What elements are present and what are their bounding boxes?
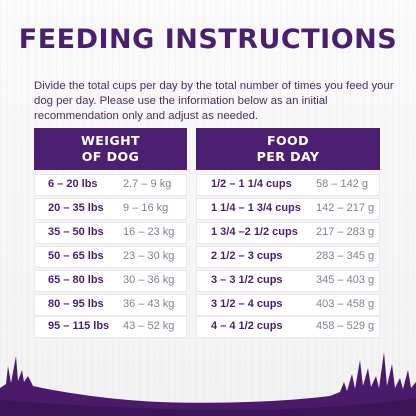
weight-column-header: WEIGHT OF DOG [34, 128, 187, 170]
food-cups: 3 – 3 1/2 cups [211, 274, 283, 286]
food-row: 1 3/4 –2 1/2 cups 217 – 283 g [196, 222, 380, 244]
weight-row: 95 – 115 lbs 43 – 52 kg [34, 316, 187, 338]
weight-lbs: 20 – 35 lbs [48, 202, 104, 214]
weight-lbs: 6 – 20 lbs [48, 178, 98, 190]
food-grams: 217 – 283 g [316, 226, 375, 238]
weight-lbs: 95 – 115 lbs [48, 320, 110, 332]
food-row: 3 1/2 – 4 cups 403 – 458 g [196, 294, 380, 316]
food-cups: 1/2 – 1 1/4 cups [211, 178, 292, 190]
food-row: 2 1/2 – 3 cups 283 – 345 g [196, 246, 380, 268]
weight-header-line2: OF DOG [81, 149, 140, 164]
food-cups: 4 – 4 1/2 cups [211, 320, 283, 332]
food-row: 1/2 – 1 1/4 cups 58 – 142 g [196, 174, 380, 196]
grass-silhouette [0, 352, 416, 416]
food-column-header: FOOD PER DAY [196, 128, 380, 170]
weight-lbs: 65 – 80 lbs [48, 274, 104, 286]
weight-lbs: 35 – 50 lbs [48, 226, 104, 238]
weight-lbs: 80 – 95 lbs [48, 298, 104, 310]
weight-row: 50 – 65 lbs 23 – 30 kg [34, 246, 187, 268]
weight-row: 65 – 80 lbs 30 – 36 kg [34, 270, 187, 292]
weight-row: 6 – 20 lbs 2.7 – 9 kg [34, 174, 187, 196]
weight-kg: 30 – 36 kg [123, 274, 175, 286]
weight-kg: 43 – 52 kg [123, 320, 175, 332]
weight-header-line1: WEIGHT [80, 133, 141, 148]
food-grams: 58 – 142 g [316, 178, 368, 190]
weight-row: 35 – 50 lbs 16 – 23 kg [34, 222, 187, 244]
weight-row: 80 – 95 lbs 36 – 43 kg [34, 294, 187, 316]
weight-kg: 36 – 43 kg [123, 298, 175, 310]
weight-kg: 2.7 – 9 kg [123, 178, 172, 190]
weight-lbs: 50 – 65 lbs [48, 250, 104, 262]
food-row: 4 – 4 1/2 cups 458 – 529 g [196, 316, 380, 338]
weight-kg: 9 – 16 kg [123, 202, 169, 214]
food-grams: 283 – 345 g [316, 250, 375, 262]
food-grams: 458 – 529 g [316, 320, 375, 332]
weight-row: 20 – 35 lbs 9 – 16 kg [34, 198, 187, 220]
weight-kg: 23 – 30 kg [123, 250, 175, 262]
food-cups: 2 1/2 – 3 cups [211, 250, 283, 262]
food-header-line1: FOOD [266, 133, 310, 148]
food-cups: 1 3/4 –2 1/2 cups [211, 226, 298, 238]
food-row: 1 1/4 – 1 3/4 cups 142 – 217 g [196, 198, 380, 220]
intro-text: Divide the total cups per day by the tot… [34, 80, 394, 122]
page-title: FEEDING INSTRUCTIONS [18, 24, 398, 55]
food-row: 3 – 3 1/2 cups 345 – 403 g [196, 270, 380, 292]
weight-kg: 16 – 23 kg [123, 226, 175, 238]
food-cups: 1 1/4 – 1 3/4 cups [211, 202, 301, 214]
food-grams: 142 – 217 g [316, 202, 375, 214]
food-cups: 3 1/2 – 4 cups [211, 298, 283, 310]
food-grams: 345 – 403 g [316, 274, 375, 286]
food-grams: 403 – 458 g [316, 298, 375, 310]
food-header-line2: PER DAY [256, 149, 320, 164]
